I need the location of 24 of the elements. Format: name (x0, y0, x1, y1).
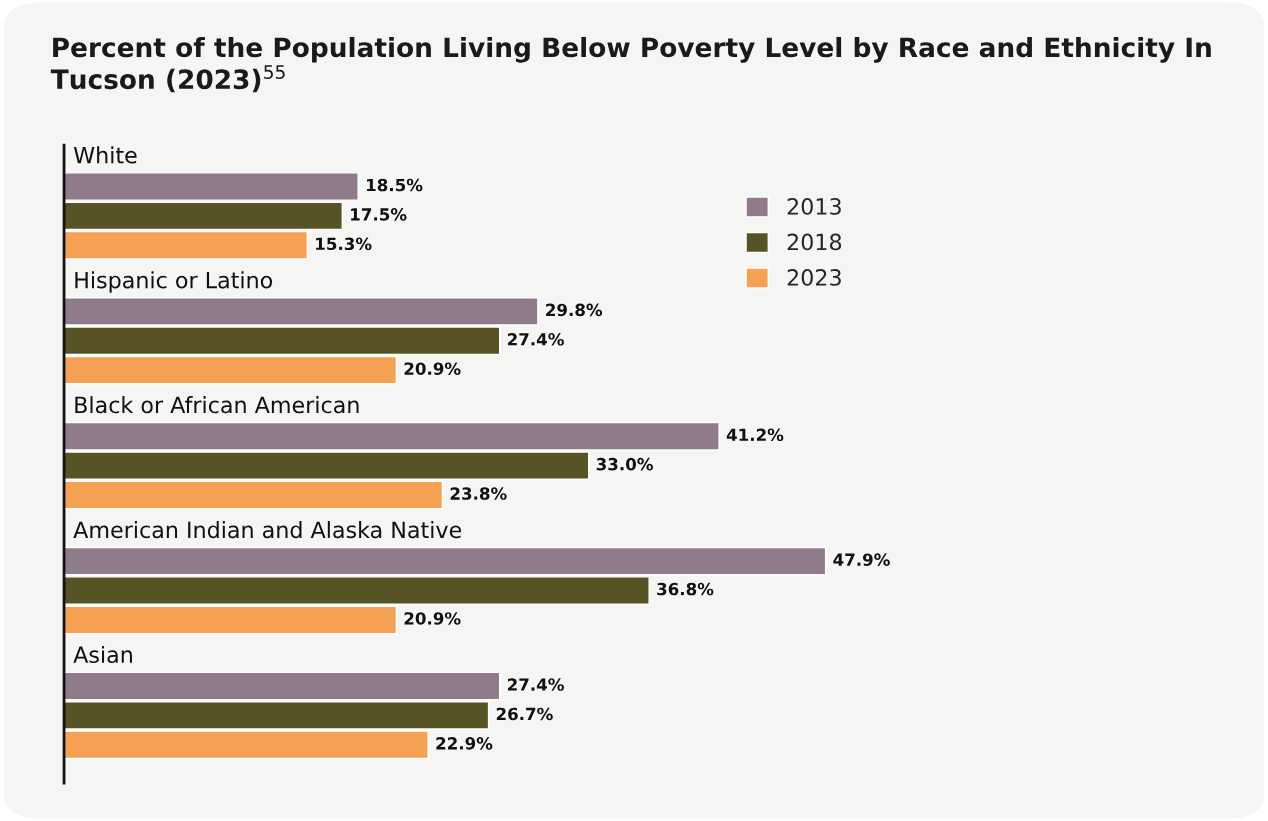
data-label: 22.9% (436, 737, 493, 750)
data-label: 23.8% (450, 487, 507, 500)
legend-label: 2018 (787, 233, 842, 251)
legend-label: 2013 (787, 198, 841, 215)
legend-label: 2023 (787, 269, 841, 286)
data-label: 27.4% (507, 678, 564, 691)
data-label: 33.0% (596, 457, 653, 471)
data-label: 20.9% (404, 612, 461, 625)
y-tick-label: American Indian and Alaska Native (73, 521, 462, 539)
data-label: 29.8% (546, 303, 603, 317)
data-label: 41.2% (726, 428, 784, 442)
data-label: 26.7% (496, 707, 553, 721)
data-label: 15.3% (316, 237, 372, 251)
data-label: 47.9% (833, 553, 890, 566)
y-tick-label: Asian (73, 645, 132, 664)
data-label: 17.5% (351, 208, 407, 221)
y-tick-label: Hispanic or Latino (75, 271, 273, 293)
data-label: 20.9% (404, 362, 461, 375)
y-tick-label: Black or African American (75, 396, 359, 414)
y-tick-label: White (73, 146, 137, 164)
chart-title: Percent of the Population Living Below Poverty Level by Race and Ethnicity In Tucson (2023)$^{55}$ (50, 36, 1211, 93)
data-label: 27.4% (507, 332, 564, 346)
data-label: 18.5% (367, 178, 423, 192)
data-label: 36.8% (657, 582, 714, 596)
